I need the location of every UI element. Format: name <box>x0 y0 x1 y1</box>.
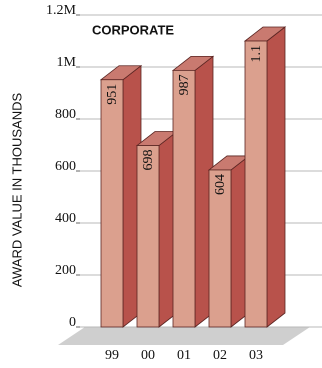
x-tick-label: 02 <box>213 348 227 363</box>
y-tick-label: 0 <box>69 315 76 330</box>
y-tick-label: 600 <box>55 159 76 174</box>
value-label: 987 <box>177 74 192 95</box>
x-tick-label: 99 <box>105 348 119 363</box>
bar-group: 987 01 <box>171 55 215 363</box>
bar-side <box>266 26 286 328</box>
y-tick-label: 200 <box>55 263 76 278</box>
value-label: 1.1 <box>249 45 264 63</box>
value-label: 604 <box>213 174 228 195</box>
chart-title: CORPORATE <box>92 22 174 37</box>
bar-group: 951 99 <box>99 64 143 363</box>
y-axis-title: AWARD VALUE IN THOUSANDS <box>9 93 24 288</box>
y-tick-label: 1.2M <box>46 3 77 18</box>
x-tick-label: 00 <box>141 348 155 363</box>
bar <box>136 145 160 328</box>
x-tick-label: 01 <box>177 348 191 363</box>
bar <box>100 79 124 328</box>
y-tick-label: 800 <box>55 107 76 122</box>
bar-group: 698 00 <box>135 130 179 363</box>
bars: 951 99 698 00 987 01 604 02 1.1 03 <box>99 26 287 363</box>
y-tick-label: 400 <box>55 211 76 226</box>
floor <box>58 327 310 345</box>
bar <box>208 169 232 328</box>
value-label: 698 <box>141 150 156 171</box>
title-box <box>86 21 196 41</box>
bar-group: 1.1 03 <box>243 26 287 363</box>
value-label: 951 <box>105 84 120 105</box>
bar <box>172 69 196 328</box>
y-tick-label: 1M <box>57 55 77 70</box>
x-tick-label: 03 <box>249 348 263 363</box>
bar <box>244 40 268 328</box>
